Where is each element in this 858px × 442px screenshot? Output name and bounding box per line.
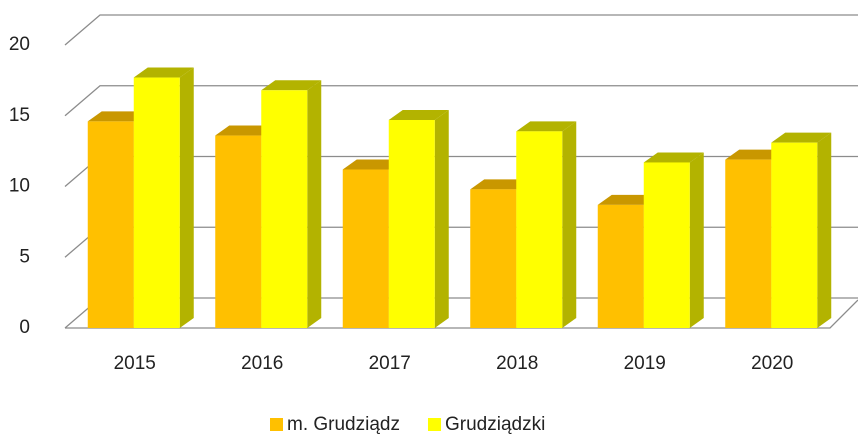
y-tick-label: 0 [19, 317, 30, 338]
bar-side [179, 67, 194, 329]
y-tick-label: 15 [9, 105, 30, 126]
bar-top [87, 111, 148, 122]
x-tick-label: 2018 [496, 353, 538, 374]
bar [597, 204, 644, 328]
bar-side [307, 80, 322, 328]
bar-top [342, 159, 403, 170]
y-tick-label: 20 [9, 34, 30, 55]
bar [133, 77, 180, 328]
bar-top [771, 132, 832, 143]
bar-side [689, 152, 704, 328]
x-tick-label: 2016 [241, 353, 283, 374]
bar-top [261, 80, 322, 91]
bar-top [516, 121, 577, 132]
bar [342, 169, 389, 328]
bar-top [643, 152, 704, 163]
bar [87, 121, 134, 328]
bar-side [817, 132, 832, 328]
floor [65, 299, 858, 329]
legend-swatch [270, 418, 283, 431]
bar-top [388, 109, 449, 120]
bar [470, 189, 517, 328]
bar [215, 135, 262, 328]
bar-side [434, 109, 449, 329]
bar-side [562, 121, 577, 328]
x-tick-label: 2017 [369, 353, 411, 374]
bar-top [597, 194, 658, 205]
bar-top [725, 149, 786, 160]
grid-line [64, 14, 858, 46]
x-tick-label: 2019 [624, 353, 666, 374]
bar-top [470, 179, 531, 190]
bar [261, 90, 308, 328]
bar [388, 119, 435, 329]
bar-top [215, 125, 276, 136]
legend-label: Grudziądzki [445, 414, 545, 435]
bar [771, 142, 818, 328]
bar [643, 162, 690, 328]
y-tick-label: 5 [19, 246, 30, 267]
y-tick-label: 10 [9, 176, 30, 197]
x-tick-label: 2015 [114, 353, 156, 374]
x-tick-label: 2020 [751, 353, 793, 374]
bar [516, 131, 563, 328]
legend-swatch [427, 418, 441, 431]
bar-top [133, 67, 194, 78]
legend-label: m. Grudziądz [287, 414, 400, 435]
grid-line [64, 85, 858, 117]
bar [725, 159, 772, 328]
